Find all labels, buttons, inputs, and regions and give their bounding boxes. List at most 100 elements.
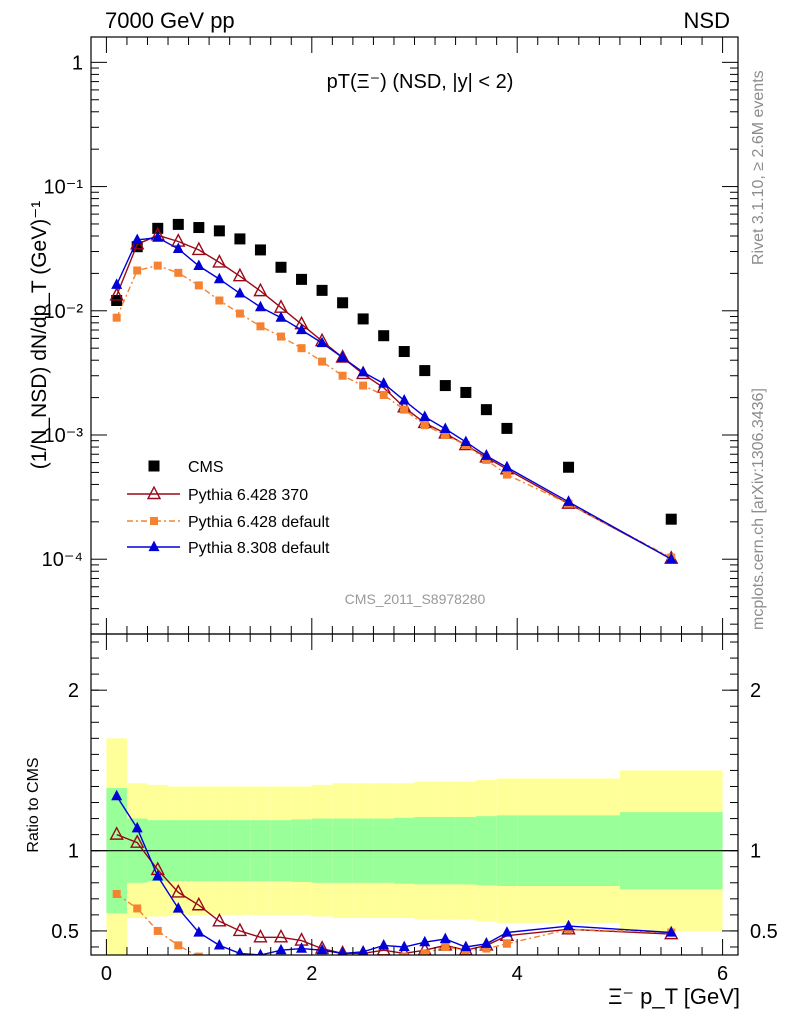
ratio-tick-label-left-0: 0.5 [51, 921, 79, 943]
ratio-tick-label-left-1: 1 [68, 841, 79, 863]
y-tick-label-2: 10⁻² [44, 301, 84, 323]
ratio-point-2-5 [213, 939, 225, 950]
ratio-point-2-0 [111, 789, 123, 801]
legend-entry-0: CMS [188, 459, 224, 476]
top-panel-axes: 1 10⁻¹ 10⁻² 10⁻³ 10⁻⁴ [42, 37, 738, 634]
data-point-1-0 [109, 286, 124, 301]
data-point-2-5 [215, 296, 224, 305]
data-point-0-12 [357, 313, 369, 325]
ratio-point-0-3 [171, 884, 186, 898]
header-process-label: NSD [684, 8, 730, 33]
y-tick-label-0: 1 [72, 52, 83, 74]
data-point-0-10 [316, 284, 328, 296]
data-point-2-1 [133, 266, 142, 275]
legend-marker-2 [150, 517, 158, 525]
data-point-3-14 [398, 394, 410, 405]
ratio-point-2-4 [193, 926, 205, 937]
legend-marker-0 [148, 460, 160, 472]
ratio-point-2-6 [235, 947, 245, 955]
data-point-0-17 [460, 386, 472, 398]
chart-title: pT(Ξ⁻) (NSD, |y| < 2) [327, 71, 514, 93]
rivet-version-label: Rivet 3.1.10, ≥ 2.6M events [750, 70, 767, 265]
ratio-point-1-0 [112, 890, 121, 899]
y-tick-label-3: 10⁻³ [44, 425, 84, 447]
ratio-point-1-8 [277, 962, 285, 970]
ratio-point-2-10 [316, 943, 328, 955]
data-point-3-19 [501, 460, 513, 472]
ratio-point-2-14 [398, 940, 410, 952]
data-point-2-19 [502, 470, 511, 479]
data-point-1-5 [212, 254, 227, 268]
ratio-point-2-1 [131, 821, 143, 833]
ratio-tick-label-left-2: 2 [68, 680, 79, 702]
ratio-point-2-13 [378, 939, 390, 950]
ratio-point-0-7 [253, 928, 268, 943]
ratio-tick-label-right-1: 1 [750, 841, 761, 863]
ratio-point-0-11 [337, 944, 348, 955]
data-point-0-20 [563, 461, 575, 473]
legend-entry-2: Pythia 6.428 default [188, 514, 330, 531]
ratio-point-1-14 [400, 952, 409, 955]
ratio-point-1-18 [482, 944, 491, 953]
data-point-3-9 [296, 323, 308, 335]
ratio-tick-label-right-2: 2 [750, 680, 761, 702]
data-point-3-5 [213, 272, 225, 284]
series-line-2 [116, 264, 672, 559]
ratio-point-1-15 [420, 949, 429, 955]
mcplots-reference-label: mcplots.cern.ch [arXiv:1306.3436] [750, 388, 767, 630]
ratio-point-1-2 [153, 926, 162, 935]
ratio-point-2-11 [338, 947, 347, 955]
data-point-2-6 [235, 309, 244, 318]
ratio-point-2-3 [172, 902, 184, 913]
legend-marker-3 [148, 540, 160, 552]
legend-marker-1 [146, 485, 162, 500]
data-point-3-4 [193, 259, 205, 270]
data-point-3-1 [131, 233, 143, 245]
data-point-3-2 [152, 231, 164, 242]
data-point-0-13 [378, 330, 390, 342]
ratio-point-2-7 [257, 948, 264, 955]
data-point-3-11 [337, 351, 349, 362]
y-tick-label-4: 10⁻⁴ [42, 549, 83, 571]
ratio-point-0-14 [398, 944, 410, 955]
data-point-3-16 [439, 422, 451, 434]
ratio-point-1-12 [359, 961, 367, 969]
data-point-3-3 [172, 242, 184, 254]
data-point-2-16 [441, 431, 450, 439]
ratio-point-1-7 [256, 969, 264, 977]
ratio-point-1-3 [174, 941, 183, 950]
data-point-0-7 [254, 244, 266, 256]
ratio-point-1-10 [318, 964, 326, 972]
y-axis-label: (1/N_NSD) dN/dp_T (GeV)⁻¹ [28, 201, 51, 470]
data-point-2-8 [276, 332, 285, 341]
x-tick-label-1: 2 [306, 963, 317, 985]
y-tick-label-1: 10⁻¹ [44, 177, 84, 199]
data-point-3-12 [357, 365, 369, 377]
ratio-tick-label-right-0: 0.5 [750, 921, 778, 943]
series-line-1 [116, 234, 672, 560]
data-point-0-6 [234, 233, 246, 245]
data-point-2-0 [112, 313, 121, 322]
ratio-point-1-1 [133, 904, 142, 913]
data-point-0-9 [296, 273, 308, 285]
data-point-3-15 [419, 410, 431, 421]
data-point-0-15 [419, 365, 431, 377]
series-line-3 [116, 236, 672, 560]
header-energy-label: 7000 GeV pp [105, 8, 235, 33]
legend: CMS Pythia 6.428 370 Pythia 6.428 default P… [127, 459, 330, 557]
ratio-point-2-8 [275, 943, 287, 955]
data-point-2-15 [420, 421, 429, 430]
data-point-2-11 [338, 371, 347, 380]
ratio-point-1-4 [194, 952, 203, 955]
ratio-panel-bands [91, 738, 738, 955]
ratio-point-0-6 [232, 922, 248, 937]
ratio-point-2-2 [152, 870, 164, 881]
ratio-point-2-19 [501, 926, 513, 937]
data-point-2-3 [174, 268, 183, 277]
ratio-point-2-17 [460, 940, 472, 952]
ratio-point-2-16 [439, 932, 451, 944]
ratio-point-0-5 [212, 912, 227, 927]
data-point-0-19 [501, 422, 513, 434]
data-point-3-17 [460, 435, 472, 447]
ratio-point-2-18 [480, 937, 492, 948]
